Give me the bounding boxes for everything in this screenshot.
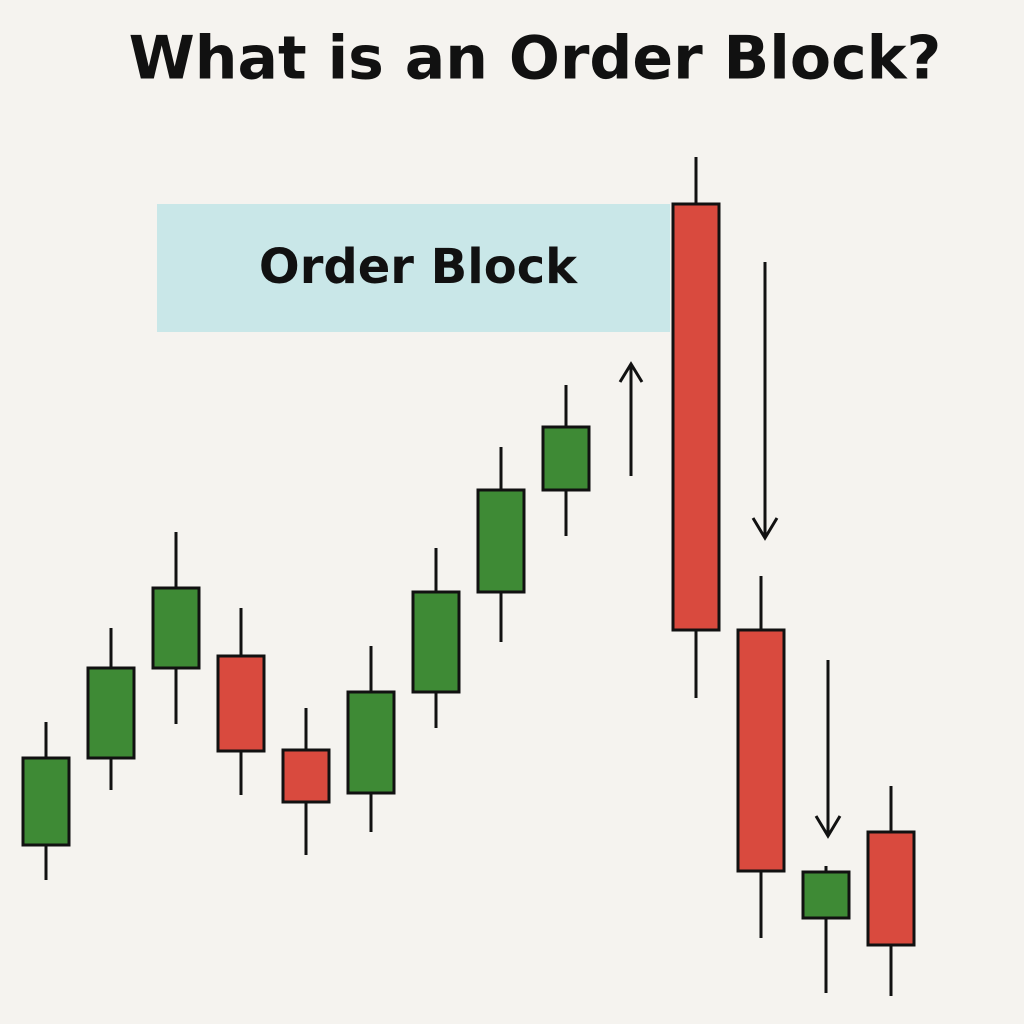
chart-title: What is an Order Block? [129,24,942,94]
candle-body [21,756,71,847]
candle-body [151,586,201,670]
candle-body [86,666,136,760]
arrow-head [751,517,779,541]
candle-body [216,654,266,753]
candle-body [476,488,526,594]
arrows [618,262,842,839]
arrow-head [814,815,842,839]
arrow-head [618,361,644,383]
candle-body [411,590,461,694]
order-block-zone [157,204,670,332]
candle-body [736,628,786,873]
candle-body [866,830,916,947]
candle-body [346,690,396,795]
plot: Order Block [21,157,916,996]
candle-body [671,202,721,632]
candle-body [801,870,851,920]
candle-body [541,425,591,492]
candle-body [281,748,331,804]
zone-label: Order Block [259,239,578,295]
